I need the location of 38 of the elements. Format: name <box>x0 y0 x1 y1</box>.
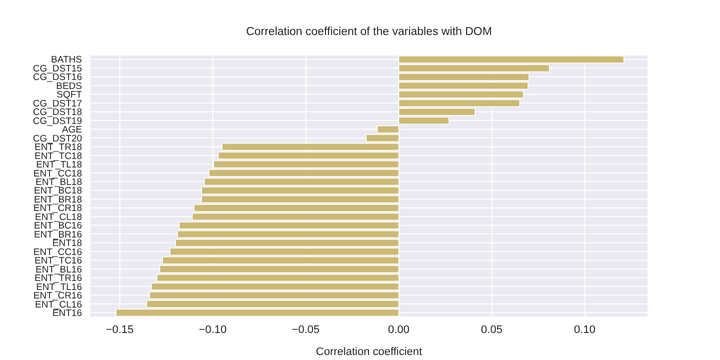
y-tick-label: ENT_TL18 <box>36 160 82 171</box>
x-tick-label: −0.05 <box>292 324 320 336</box>
x-tick-label: 0.00 <box>388 324 410 336</box>
y-tick-label: CG_DST20 <box>32 133 82 144</box>
y-tick-label: CG_DST17 <box>32 98 82 110</box>
y-tick-label: ENT_BR18 <box>34 194 82 206</box>
y-tick-label: CG_DST18 <box>32 107 82 118</box>
y-tick-label: ENT_TL16 <box>36 282 82 293</box>
y-tick-label: CG_DST16 <box>32 72 82 84</box>
x-tick-label: −0.10 <box>198 324 227 336</box>
x-axis-title: Correlation coefficient <box>316 346 422 358</box>
y-tick-label: ENT_TC16 <box>34 256 82 267</box>
y-tick-label: ENT_CL16 <box>35 299 82 310</box>
x-tick-label: −0.15 <box>106 324 134 336</box>
y-tick-label: ENT18 <box>52 238 82 250</box>
y-tick-label: CG_DST15 <box>32 63 82 74</box>
y-tick-label: ENT_CR16 <box>33 290 82 302</box>
y-tick-label: CG_DST19 <box>32 116 82 127</box>
y-tick-label: ENT_CC18 <box>33 168 82 180</box>
y-tick-label: AGE <box>62 124 82 136</box>
x-tick-label: 0.05 <box>481 324 502 336</box>
y-tick-label: ENT_TR16 <box>34 273 82 284</box>
y-tick-label: BATHS <box>51 54 82 66</box>
y-tick-label: ENT_BR16 <box>34 229 82 240</box>
y-tick-label: ENT_BC18 <box>34 186 82 197</box>
chart-title: Correlation coefficient of the variables with DOM <box>245 26 493 38</box>
y-tick-label: ENT_TC18 <box>34 150 82 162</box>
y-tick-label: ENT_BC16 <box>34 220 82 232</box>
y-tick-label: BEDS <box>56 80 82 92</box>
y-tick-label: ENT_BL18 <box>36 177 82 188</box>
y-tick-label: ENT16 <box>52 308 82 320</box>
x-tick-label: 0.10 <box>574 324 596 336</box>
y-tick-label: ENT_CR18 <box>33 203 82 214</box>
y-tick-label: ENT_BL16 <box>36 264 82 276</box>
y-tick-label: ENT_CC16 <box>33 246 82 258</box>
y-tick-label: ENT_CL18 <box>35 212 82 223</box>
y-tick-label: ENT_TR18 <box>34 142 82 154</box>
y-tick-label: SQFT <box>56 90 82 101</box>
